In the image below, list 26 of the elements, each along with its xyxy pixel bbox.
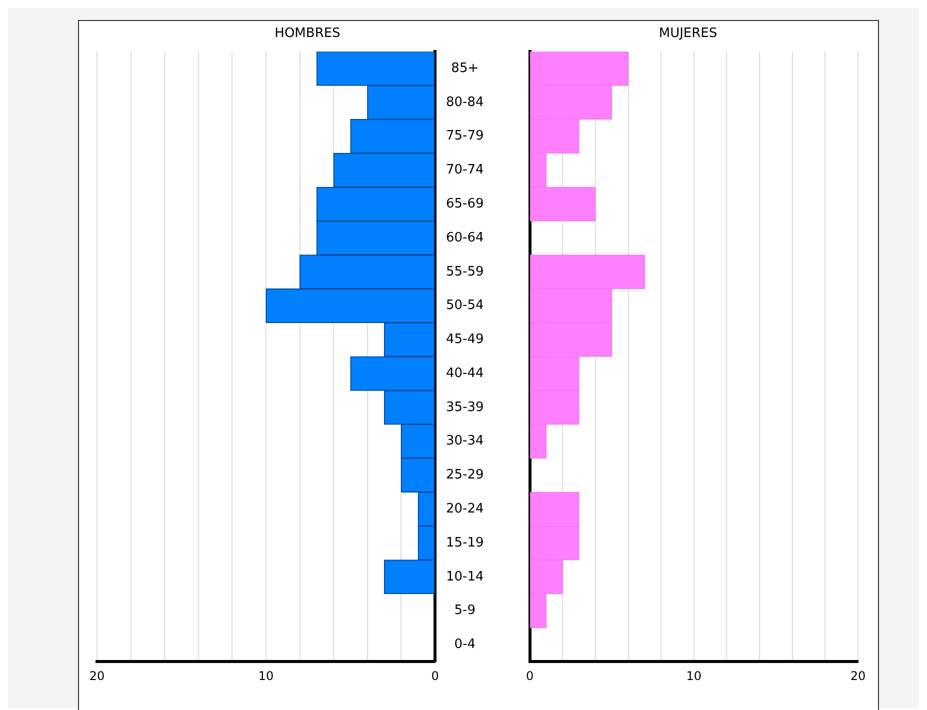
- y-tick-label: 25-29: [446, 468, 484, 483]
- y-tick-label: 40-44: [446, 366, 484, 381]
- y-tick-label: 75-79: [446, 128, 484, 144]
- chart-title: MUJERES: [658, 26, 718, 42]
- y-tick-label: 5-9: [454, 603, 476, 618]
- x-tick-label: 10: [258, 668, 274, 683]
- y-tick-label: 70-74: [446, 162, 484, 178]
- x-tick-label: 0: [526, 668, 534, 683]
- y-tick-label: 20-24: [446, 501, 484, 516]
- x-tick-label: 10: [686, 668, 702, 683]
- chart-title: HOMBRES: [274, 26, 340, 42]
- y-tick-label: 60-64: [446, 230, 484, 246]
- y-tick-label: 10-14: [446, 569, 484, 584]
- y-tick-label: 80-84: [446, 94, 484, 110]
- y-tick-label: 30-34: [446, 434, 484, 449]
- y-tick-label: 45-49: [446, 332, 484, 348]
- y-tick-label: 85+: [451, 60, 479, 76]
- x-tick-label: 20: [89, 668, 105, 683]
- y-tick-label: 55-59: [446, 264, 484, 280]
- y-tick-label: 65-69: [446, 196, 484, 212]
- y-tick-label: 35-39: [446, 400, 484, 415]
- x-tick-label: 20: [850, 668, 866, 683]
- y-tick-label: 0-4: [454, 637, 476, 652]
- y-tick-label: 50-54: [446, 298, 484, 314]
- y-tick-label: 15-19: [446, 535, 484, 550]
- x-tick-label: 0: [431, 668, 439, 683]
